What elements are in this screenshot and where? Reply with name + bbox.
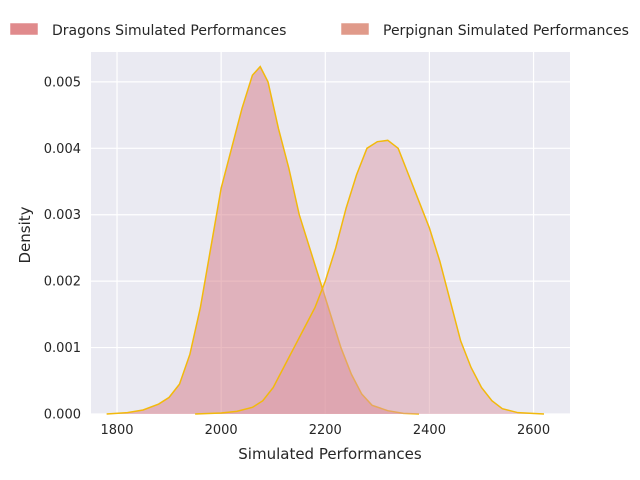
y-tick-label-5: 0.005 <box>44 75 81 90</box>
y-tick-label-2: 0.002 <box>44 275 81 290</box>
x-axis-label: Simulated Performances <box>238 445 422 463</box>
y-axis-ticks: 0.000 0.001 0.002 0.003 0.004 0.005 <box>44 75 81 422</box>
x-tick-label-2000: 2000 <box>205 423 238 438</box>
y-tick-label-0: 0.000 <box>44 408 81 423</box>
legend-swatch-perpignan <box>340 22 370 36</box>
legend-swatch-dragons <box>9 22 39 36</box>
y-axis-label: Density <box>16 206 34 263</box>
density-area-series-0 <box>106 66 420 415</box>
x-tick-label-2600: 2600 <box>517 423 550 438</box>
legend: Dragons Simulated Performances Perpignan… <box>9 22 629 39</box>
y-tick-label-3: 0.003 <box>44 208 81 223</box>
density-area-series-1 <box>195 140 544 414</box>
y-tick-label-4: 0.004 <box>44 142 81 157</box>
x-tick-label-2200: 2200 <box>309 423 342 438</box>
x-axis-ticks: 1800 2000 2200 2400 2600 <box>100 423 550 438</box>
density-areas <box>106 65 545 415</box>
density-line-series-1 <box>195 139 545 415</box>
x-tick-label-2400: 2400 <box>413 423 446 438</box>
legend-label-perpignan: Perpignan Simulated Performances <box>383 23 629 39</box>
legend-label-dragons: Dragons Simulated Performances <box>52 23 286 39</box>
y-tick-label-1: 0.001 <box>44 341 81 356</box>
x-tick-label-1800: 1800 <box>100 423 133 438</box>
